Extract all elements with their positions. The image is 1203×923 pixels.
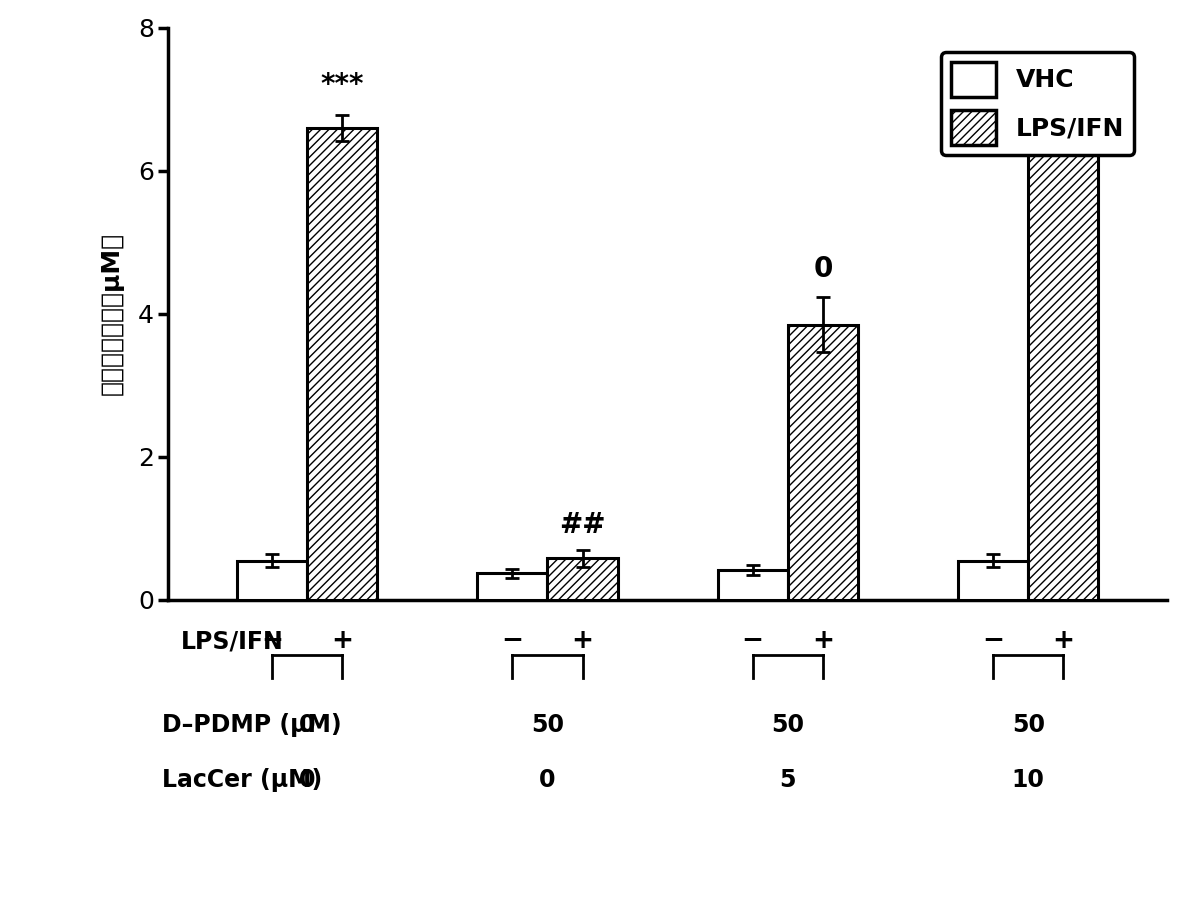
Bar	[237, 560, 307, 600]
Text: +: +	[812, 629, 834, 654]
Text: 0: 0	[298, 768, 315, 792]
Text: −: −	[261, 629, 283, 654]
Bar	[1029, 131, 1098, 600]
Text: 0: 0	[813, 255, 832, 283]
Text: +: +	[1053, 629, 1074, 654]
Text: %: %	[1049, 73, 1077, 102]
Bar	[307, 128, 378, 600]
Text: +: +	[331, 629, 354, 654]
Text: LacCer (μM): LacCer (μM)	[162, 768, 322, 792]
Text: 5: 5	[780, 768, 796, 792]
Bar	[547, 558, 618, 600]
Y-axis label: 亚硭酸盐水平（μM）: 亚硭酸盐水平（μM）	[100, 233, 124, 395]
Bar	[788, 325, 858, 600]
Text: ***: ***	[320, 71, 365, 100]
Text: 0: 0	[539, 768, 556, 792]
Text: −: −	[502, 629, 523, 654]
Text: −: −	[982, 629, 1005, 654]
Text: ##: ##	[559, 511, 606, 539]
Text: D–PDMP (μM): D–PDMP (μM)	[162, 713, 342, 737]
Text: 10: 10	[1012, 768, 1044, 792]
Text: −: −	[742, 629, 764, 654]
Text: 50: 50	[531, 713, 564, 737]
Text: 0: 0	[298, 713, 315, 737]
Legend: VHC, LPS/IFN: VHC, LPS/IFN	[941, 52, 1134, 155]
Text: 50: 50	[1012, 713, 1044, 737]
Text: 50: 50	[771, 713, 805, 737]
Bar	[717, 569, 788, 600]
Bar	[478, 573, 547, 600]
Text: LPS/IFN: LPS/IFN	[180, 629, 283, 653]
Bar	[958, 560, 1029, 600]
Text: +: +	[571, 629, 593, 654]
